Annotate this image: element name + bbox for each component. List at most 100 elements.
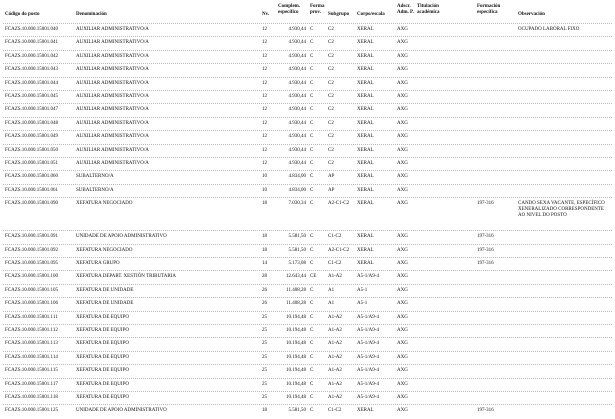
- column-header: Denominación: [76, 12, 107, 17]
- table-cell: 197-316: [477, 261, 494, 266]
- table-cell: AUXILIAR ADMINISTRATIVO/A: [76, 94, 149, 99]
- table-cell: AUXILIAR ADMINISTRATIVO/A: [76, 80, 149, 86]
- table-cell: AUXILIAR ADMINISTRATIVO/A: [76, 40, 149, 46]
- table-cell: 4.930,44: [288, 67, 307, 73]
- table-cell: 25: [262, 395, 267, 400]
- table-cell: 18: [262, 234, 267, 240]
- table-cell: 25: [262, 381, 267, 387]
- table-cell: AUXILIAR ADMINISTRATIVO/A: [76, 134, 149, 140]
- table-cell: 11.408,28: [286, 301, 306, 307]
- row-separator: [3, 36, 612, 38]
- row-separator: [3, 197, 612, 199]
- table-cell: 26: [262, 287, 267, 293]
- table-cell: AXG: [397, 67, 408, 73]
- table-cell: FCAZS.10.000.15001.113: [5, 341, 58, 347]
- table-cell: XERAL: [357, 53, 374, 59]
- table-cell: AUXILIAR ADMINISTRATIVO/A: [76, 120, 149, 126]
- table-cell: 7.030,34: [288, 201, 307, 207]
- table-cell: XERAL: [357, 27, 374, 32]
- table-cell: A5-1/A9-4: [357, 381, 379, 387]
- table-cell: C: [310, 134, 314, 140]
- table-cell: C: [310, 234, 314, 240]
- table-cell: 12: [262, 107, 267, 113]
- table-cell: C: [310, 314, 314, 320]
- table-cell: AXG: [397, 368, 408, 374]
- table-cell: XEFATURA DE EQUIPO: [76, 395, 129, 400]
- table-cell: AXG: [397, 107, 408, 113]
- table-cell: XERAL: [357, 40, 374, 46]
- table-cell: FCAZS.10.000.15001.095: [5, 261, 59, 266]
- table-cell: FCAZS.10.000.15001.100: [5, 274, 59, 280]
- table-cell: UNIDADE DE APOIO ADMINISTRATIVO: [76, 234, 167, 240]
- table-cell: XERAL: [357, 201, 374, 207]
- table-cell: AP: [328, 187, 335, 193]
- table-cell: 18: [262, 247, 267, 253]
- table-cell: FCAZS.10.000.15001.048: [5, 120, 59, 126]
- table-cell: 5.581,50: [288, 234, 307, 240]
- table-cell: 12: [262, 134, 267, 140]
- row-separator: [3, 391, 612, 392]
- table-cell: 4.930,44: [288, 40, 307, 46]
- table-cell: XERAL: [357, 147, 374, 153]
- row-separator: [3, 350, 612, 352]
- table-cell: AXG: [397, 341, 408, 347]
- table-cell: AXG: [397, 287, 408, 293]
- column-header: Observación: [518, 12, 545, 17]
- table-cell: AXG: [397, 120, 408, 126]
- row-separator: [3, 310, 612, 312]
- table-cell: AXG: [397, 201, 408, 207]
- table-cell: C: [310, 120, 314, 126]
- table-cell: A1-A2: [328, 274, 342, 280]
- table-cell: FCAZS.10.000.15001.049: [5, 134, 59, 140]
- table-cell: XEFATURA DE EQUIPO: [76, 368, 129, 374]
- column-header: Complem. específico: [278, 4, 301, 15]
- table-cell: XEFATURA GRUPO: [76, 261, 120, 266]
- table-cell: XEFATURA DE EQUIPO: [76, 341, 129, 347]
- row-separator: [3, 257, 612, 258]
- table-cell: FCAZS.10.000.15001.045: [5, 94, 59, 99]
- table-cell: AUXILIAR ADMINISTRATIVO/A: [76, 147, 149, 153]
- table-cell: A5-1/A9-4: [357, 395, 379, 400]
- table-cell: C1-C2: [328, 408, 342, 414]
- table-cell: CANDO SEXA VACANTE, ESPECÍFICO XENERALIZ…: [518, 201, 605, 219]
- table-cell: C2: [328, 40, 334, 46]
- table-cell: XEFATURA DE EQUIPO: [76, 354, 129, 360]
- table-cell: C: [310, 395, 314, 400]
- table-cell: C: [310, 301, 314, 307]
- table-cell: 4.930,44: [288, 94, 307, 99]
- table-cell: XERAL: [357, 161, 374, 166]
- table-cell: C2: [328, 134, 334, 140]
- row-separator: [3, 283, 612, 285]
- table-cell: FCAZS.10.000.15001.044: [5, 80, 59, 86]
- table-cell: 4.930,44: [288, 147, 307, 153]
- table-cell: AXG: [397, 134, 408, 140]
- row-separator: [3, 270, 612, 272]
- table-cell: C2: [328, 80, 334, 86]
- table-cell: A1-A2: [328, 368, 342, 374]
- table-cell: C: [310, 381, 314, 387]
- table-cell: A2-C1-C2: [328, 247, 350, 253]
- table-cell: XERAL: [357, 107, 374, 113]
- table-cell: A1-A2: [328, 354, 342, 360]
- column-header: Forma prov.: [310, 4, 325, 15]
- table-cell: C2: [328, 67, 334, 73]
- table-cell: XEFATURA DEPART. XESTIÓN TRIBUTARIA: [76, 274, 176, 280]
- table-cell: A1: [328, 287, 335, 293]
- table-cell: C: [310, 368, 314, 374]
- table-cell: 4.930,44: [288, 161, 307, 166]
- table-cell: AUXILIAR ADMINISTRATIVO/A: [76, 27, 149, 32]
- table-cell: 25: [262, 368, 267, 374]
- table-cell: C: [310, 408, 314, 414]
- table-cell: 10: [262, 174, 267, 180]
- table-cell: XERAL: [357, 94, 374, 99]
- table-cell: AUXILIAR ADMINISTRATIVO/A: [76, 107, 149, 113]
- table-cell: XERAL: [357, 261, 374, 266]
- table-cell: AXG: [397, 187, 408, 193]
- table-cell: C2: [328, 120, 334, 126]
- table-cell: AXG: [397, 53, 408, 59]
- row-separator: [3, 297, 612, 299]
- table-cell: C2: [328, 53, 334, 59]
- table-cell: C2: [328, 107, 334, 113]
- table-cell: SUBALTERNO/A: [76, 187, 114, 193]
- table-cell: AXG: [397, 328, 408, 333]
